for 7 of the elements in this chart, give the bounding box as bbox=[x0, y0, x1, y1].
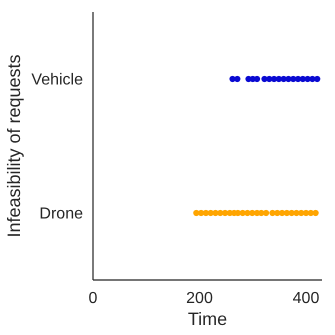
x-axis-title: Time bbox=[188, 309, 228, 329]
y-tick-label: Vehicle bbox=[31, 72, 84, 89]
x-tick-label: 0 bbox=[88, 290, 98, 307]
y-tick-label: Drone bbox=[39, 206, 84, 223]
x-tick-label: 400 bbox=[292, 290, 320, 307]
x-tick-label: 200 bbox=[186, 290, 213, 307]
y-axis-title: Infeasibility of requests bbox=[4, 54, 24, 238]
